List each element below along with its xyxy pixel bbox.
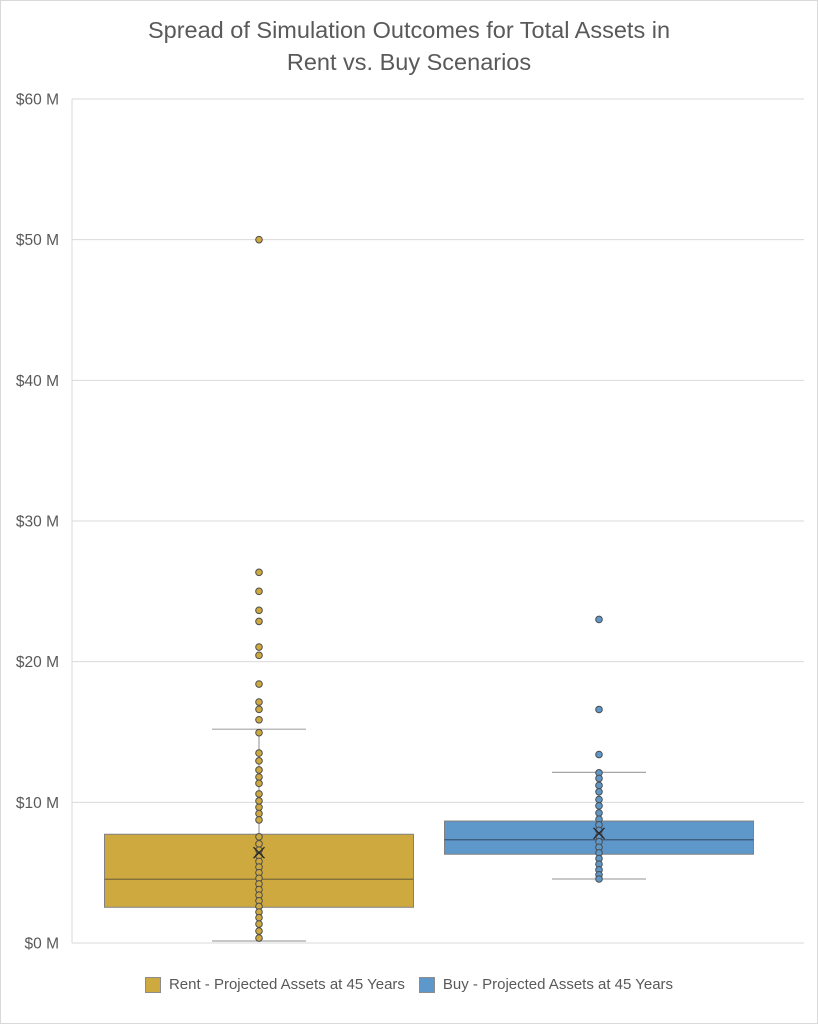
data-point: [255, 913, 263, 922]
data-point: [595, 750, 603, 759]
data-point: [595, 781, 603, 790]
data-point: [255, 816, 263, 824]
gridlines: [71, 98, 804, 944]
data-point: [255, 773, 263, 781]
data-point: [255, 705, 263, 714]
y-tick-label: $10 M: [16, 795, 59, 812]
data-point: [595, 705, 603, 714]
y-tick-label: $30 M: [16, 514, 59, 531]
chart-title: Spread of Simulation Outcomes for Total …: [0, 14, 818, 78]
mean-marker: [253, 846, 265, 859]
legend-label-rent: Rent - Projected Assets at 45 Years: [168, 976, 405, 993]
data-point: [255, 715, 263, 724]
y-tick-label: $20 M: [16, 654, 59, 671]
legend-swatch-buy: [418, 976, 435, 993]
data-point: [255, 927, 263, 935]
data-point: [255, 790, 263, 798]
data-point: [255, 651, 263, 660]
data-point: [255, 779, 263, 788]
y-tick-label: $40 M: [16, 373, 59, 390]
data-point: [255, 728, 263, 737]
mean-marker: [593, 827, 605, 840]
data-point: [595, 875, 603, 883]
data-point: [255, 803, 263, 812]
legend-item-buy: Buy - Projected Assets at 45 Years: [418, 976, 674, 993]
data-point: [255, 606, 263, 615]
data-point: [255, 934, 263, 942]
y-tick-label: $50 M: [16, 232, 59, 249]
data-point: [595, 795, 603, 804]
data-point: [255, 749, 263, 757]
data-point: [595, 787, 603, 796]
data-point: [255, 698, 263, 706]
data-point: [255, 757, 263, 765]
data-point: [595, 809, 603, 817]
data-point: [255, 797, 263, 805]
box-buy: [444, 615, 754, 883]
data-point: [255, 766, 263, 774]
legend-item-rent: Rent - Projected Assets at 45 Years: [144, 976, 405, 993]
legend: Rent - Projected Assets at 45 Years Buy …: [0, 976, 818, 993]
data-point: [255, 680, 263, 688]
data-point: [255, 840, 263, 848]
legend-swatch-rent: [144, 976, 161, 993]
box-series: [104, 235, 754, 942]
y-tick-label: $60 M: [16, 92, 59, 109]
data-point: [255, 587, 263, 596]
data-point: [595, 615, 603, 624]
data-point: [255, 809, 263, 818]
data-point: [255, 643, 263, 651]
data-point: [595, 802, 603, 810]
legend-label-buy: Buy - Projected Assets at 45 Years: [442, 976, 674, 993]
chart-title-line-2: Rent vs. Buy Scenarios: [286, 49, 532, 75]
chart-title-line-1: Spread of Simulation Outcomes for Total …: [147, 17, 671, 43]
data-point: [255, 235, 263, 244]
data-point: [255, 920, 263, 928]
y-tick-label: $0 M: [25, 936, 59, 953]
box-rent: [104, 235, 414, 942]
data-point: [255, 832, 263, 841]
data-point: [255, 617, 263, 626]
data-point: [595, 774, 603, 783]
y-axis: $0 M $10 M $20 M $30 M $40 M $50 M $60 M: [16, 92, 59, 953]
data-point: [255, 568, 263, 577]
